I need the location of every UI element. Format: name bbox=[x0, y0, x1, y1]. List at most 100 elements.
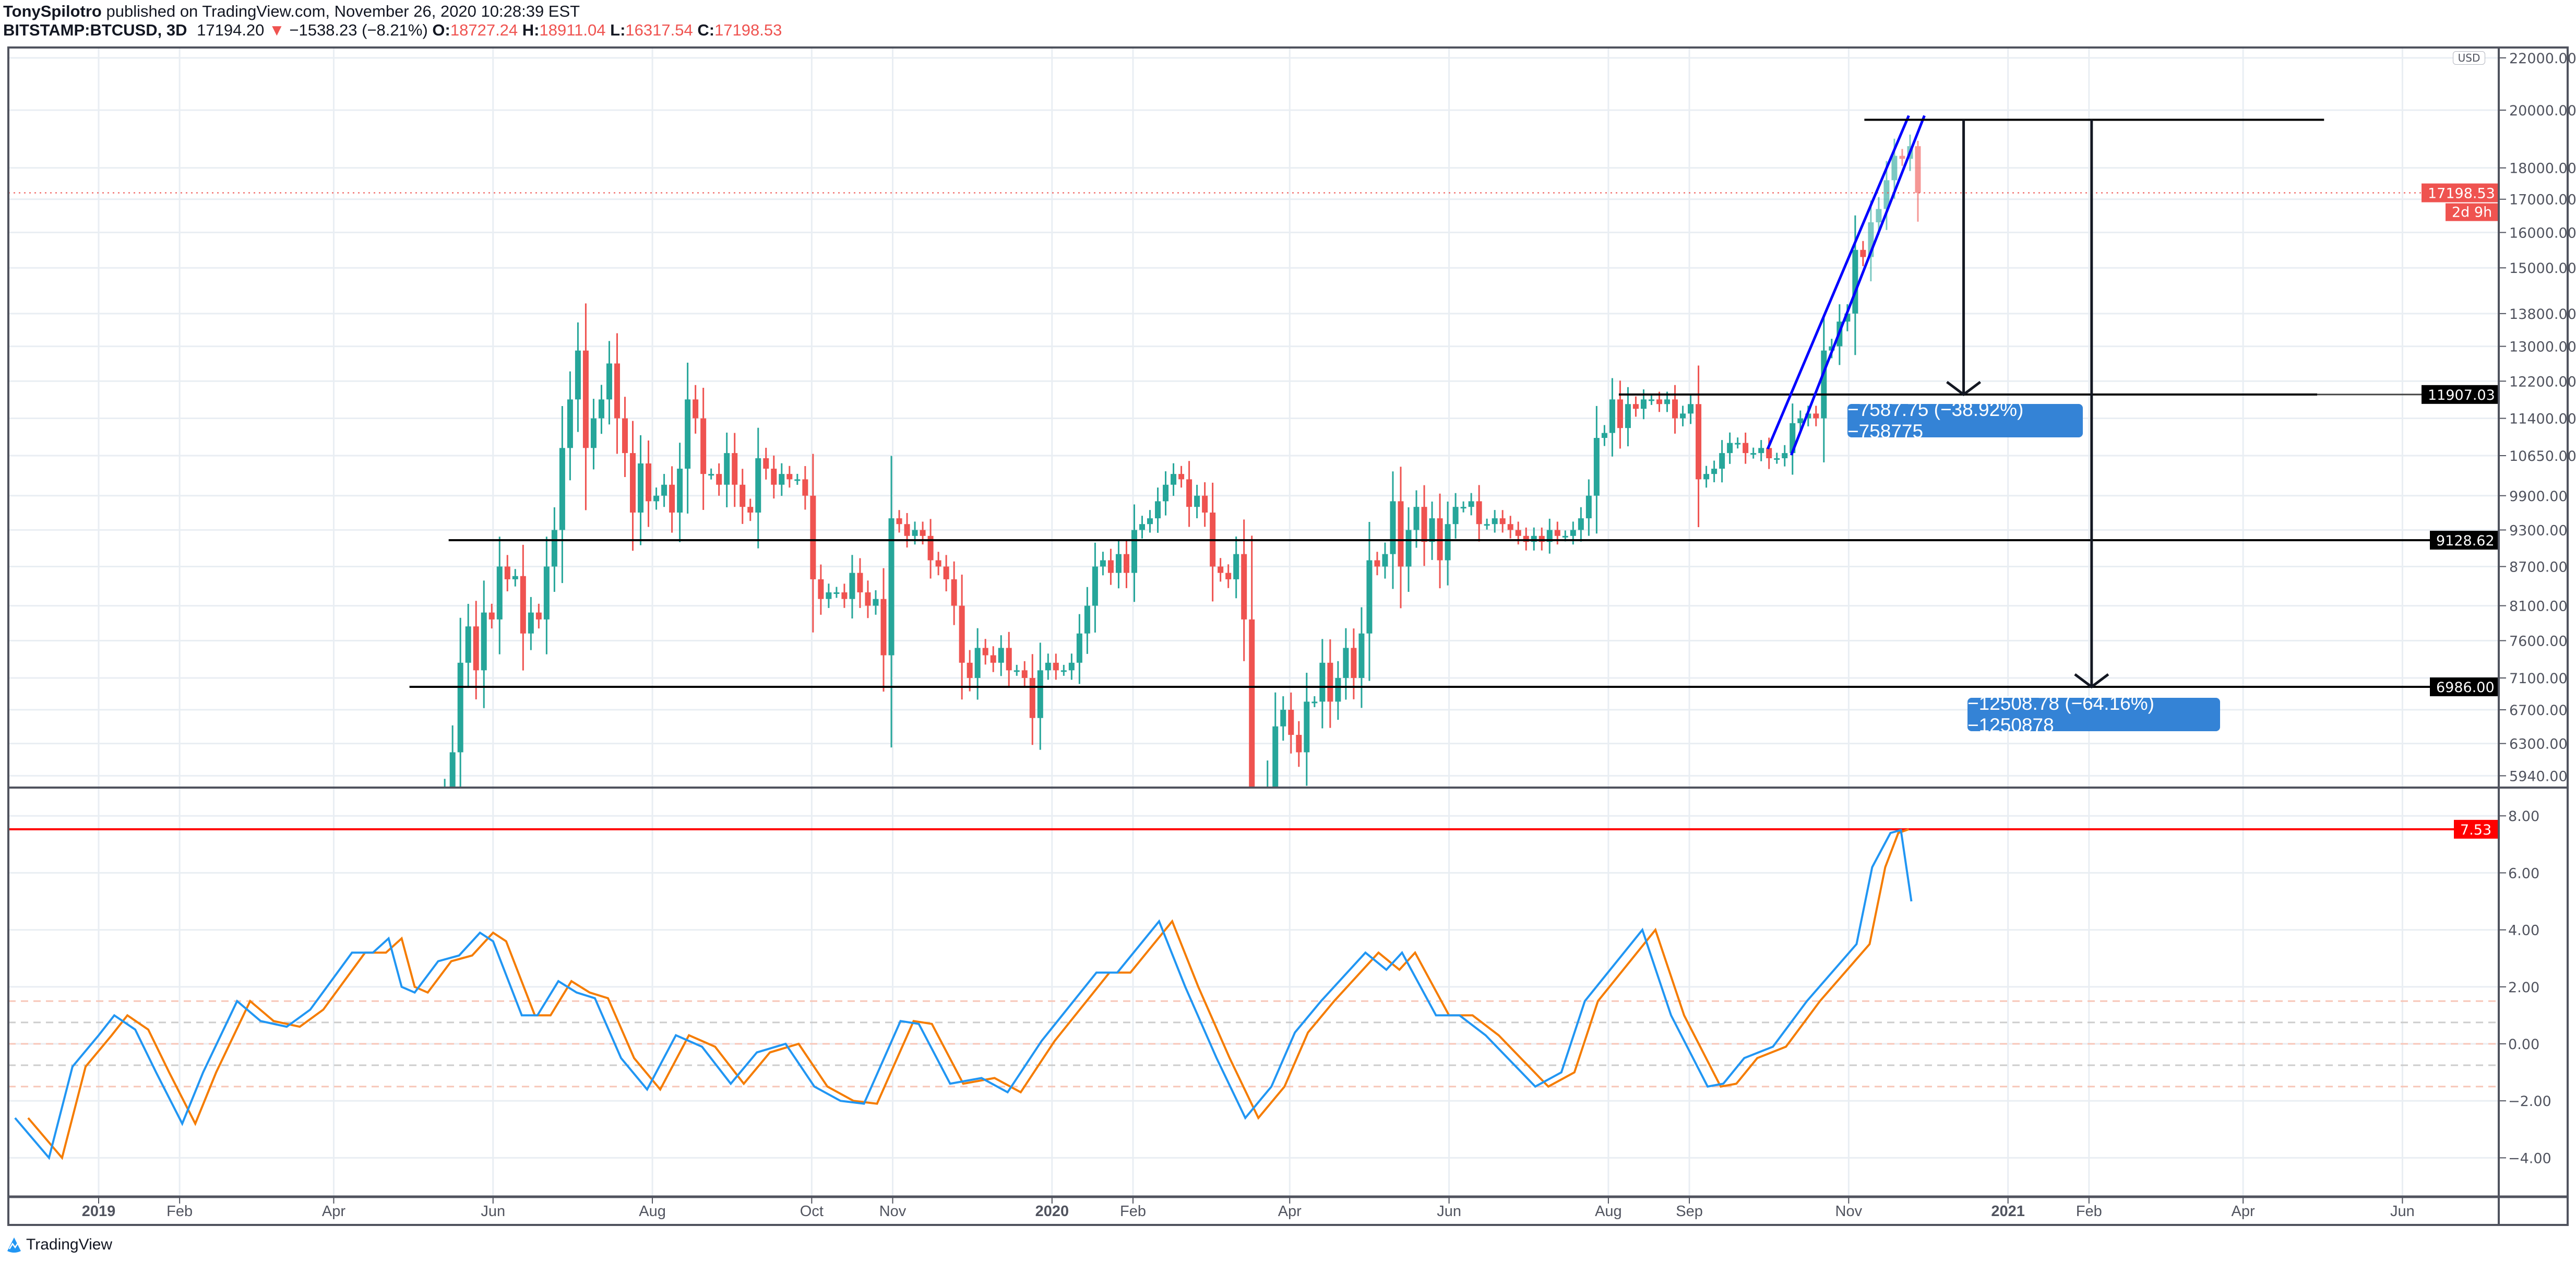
candle-body bbox=[693, 399, 699, 419]
candle-body bbox=[481, 612, 487, 671]
candle-body bbox=[1045, 662, 1051, 671]
candle-body bbox=[1147, 518, 1153, 525]
candle-body bbox=[1750, 453, 1757, 455]
candle-body bbox=[1593, 438, 1600, 496]
candle-up bbox=[1304, 672, 1310, 786]
candle-body bbox=[590, 418, 597, 448]
brand-name: TradingView bbox=[26, 1236, 113, 1253]
candle-up bbox=[724, 432, 730, 507]
candle-body bbox=[708, 474, 714, 476]
candle-body bbox=[732, 453, 738, 485]
candle-down bbox=[865, 580, 871, 618]
outer-border bbox=[7, 46, 2569, 1226]
candle-up bbox=[1484, 518, 1490, 530]
candle-up bbox=[1280, 696, 1286, 741]
candle-up bbox=[308, 991, 314, 1016]
candle-down bbox=[810, 454, 816, 633]
candle-body bbox=[1084, 605, 1090, 634]
candle-down bbox=[1257, 818, 1262, 849]
candle-up bbox=[559, 406, 565, 584]
countdown-label: 2d 9h bbox=[2452, 205, 2492, 221]
price-tick-label: 22000.00 bbox=[2509, 51, 2576, 67]
candle-down bbox=[34, 935, 40, 998]
price-axis[interactable]: 22000.00 20000.00 18000.00 17000.00 16000.00… bbox=[2422, 51, 2576, 1167]
candle-body bbox=[1766, 448, 1772, 458]
candle-body bbox=[998, 648, 1004, 663]
oscillator-slow-line bbox=[27, 828, 1910, 1160]
price-tick-label: 9900.00 bbox=[2509, 489, 2568, 505]
oscillator-pane[interactable] bbox=[8, 828, 2499, 1160]
candle-up bbox=[1100, 552, 1106, 576]
candle-body bbox=[1171, 474, 1177, 485]
candle-body bbox=[1445, 524, 1451, 561]
candle-body bbox=[826, 592, 832, 599]
oscillator-tick-label: 4.00 bbox=[2508, 923, 2539, 939]
candle-down bbox=[763, 447, 769, 480]
candle-up bbox=[1429, 501, 1435, 560]
candle-body bbox=[1774, 458, 1780, 460]
candle-up bbox=[372, 828, 377, 904]
candle-up bbox=[794, 473, 801, 485]
candle-body bbox=[967, 662, 973, 678]
candle-body bbox=[355, 977, 361, 979]
candle-body bbox=[1304, 701, 1310, 753]
candle-down bbox=[1296, 721, 1302, 767]
candle-body bbox=[865, 592, 871, 606]
candle-up bbox=[1593, 406, 1600, 534]
candle-down bbox=[1021, 661, 1028, 688]
candle-down bbox=[1186, 461, 1192, 527]
candle-up bbox=[444, 779, 446, 788]
candle-body bbox=[465, 626, 471, 663]
candle-up bbox=[849, 555, 855, 618]
candle-up bbox=[1876, 197, 1882, 235]
candle-down bbox=[786, 466, 793, 488]
candle-up bbox=[833, 587, 840, 598]
symbol-title[interactable]: BITSTAMP:BTCUSD, 3D bbox=[3, 21, 187, 39]
author-name[interactable]: TonySpilotro bbox=[3, 2, 102, 20]
candle-body bbox=[1696, 404, 1702, 480]
candle-body bbox=[1585, 495, 1592, 519]
high-value: 18911.04 bbox=[539, 21, 606, 39]
candle-body bbox=[1868, 222, 1874, 257]
time-axis[interactable]: 2019 Feb Apr Jun Aug Oct Nov 2020 Feb Apr Jun Aug Se… bbox=[82, 1197, 2415, 1220]
countdown-bg bbox=[2446, 203, 2498, 221]
candle-body bbox=[364, 882, 369, 977]
candle-up bbox=[1531, 527, 1537, 551]
candle-up bbox=[1335, 661, 1341, 720]
candle-up bbox=[543, 537, 550, 654]
candle-body bbox=[849, 573, 855, 599]
candle-up bbox=[974, 628, 981, 700]
candle-up bbox=[685, 362, 691, 514]
currency-badge[interactable]: USD bbox=[2453, 51, 2485, 65]
candle-up bbox=[1688, 394, 1694, 424]
tradingview-logo[interactable]: TradingView bbox=[5, 1236, 112, 1254]
time-tick-label: Aug bbox=[639, 1203, 666, 1220]
candle-up bbox=[1609, 378, 1615, 457]
main-pane[interactable] bbox=[8, 115, 2499, 1148]
candle-down bbox=[1499, 510, 1506, 533]
price-tick-label: 16000.00 bbox=[2509, 225, 2576, 241]
candle-body bbox=[716, 474, 722, 485]
oscillator-tick-label: 2.00 bbox=[2508, 980, 2539, 996]
candle-up bbox=[1546, 518, 1553, 554]
measure-label-1[interactable]: −7587.75 (−38.92%) −758775 bbox=[1847, 399, 2083, 442]
time-tick-label: Apr bbox=[322, 1203, 345, 1220]
candle-up bbox=[1045, 653, 1051, 680]
candle-body bbox=[301, 1006, 306, 1010]
candle-body bbox=[449, 752, 456, 788]
candle-up bbox=[638, 435, 644, 545]
candle-down bbox=[943, 555, 949, 592]
candle-body bbox=[191, 1053, 197, 1058]
candle-up bbox=[1115, 539, 1122, 589]
arrow-down-icon bbox=[1946, 380, 1982, 396]
candle-body bbox=[598, 399, 604, 419]
candle-up bbox=[364, 834, 369, 1038]
candle-up bbox=[434, 817, 440, 849]
candle-down bbox=[1006, 632, 1012, 688]
candle-body bbox=[1805, 413, 1811, 419]
candle-body bbox=[520, 576, 526, 634]
candle-up bbox=[1883, 161, 1890, 230]
measure-label-2[interactable]: −12508.78 (−64.16%) −1250878 bbox=[1967, 693, 2220, 736]
time-tick-label: Apr bbox=[1278, 1203, 1302, 1220]
